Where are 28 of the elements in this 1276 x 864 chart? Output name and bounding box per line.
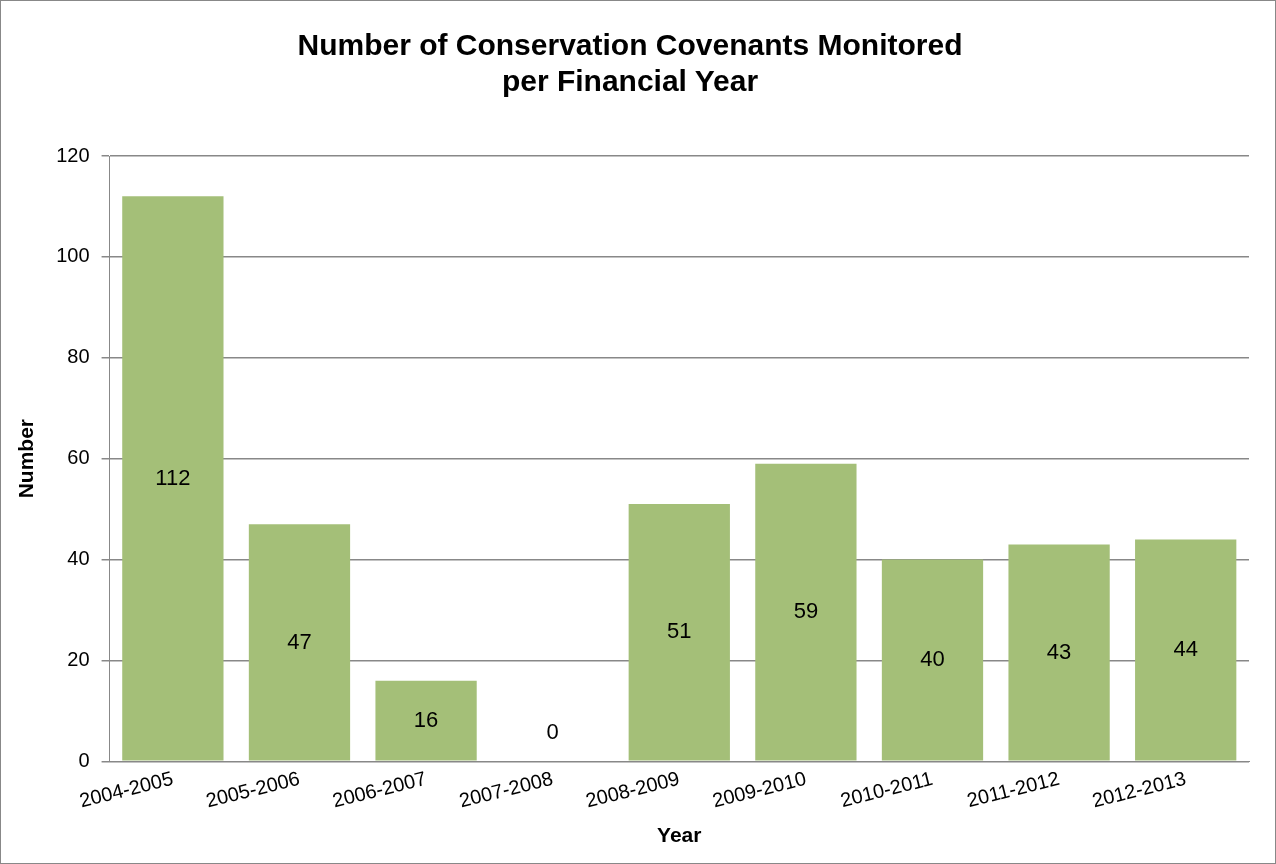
- data-label: 47: [287, 628, 312, 654]
- x-axis-title: Year: [657, 823, 702, 847]
- y-tick-label: 0: [78, 748, 90, 771]
- text: per Financial Year: [501, 64, 759, 98]
- y-tick-label: 20: [67, 647, 90, 670]
- bar: [755, 463, 857, 761]
- bar: [122, 196, 224, 761]
- y-tick-label: 100: [56, 244, 90, 267]
- y-tick-label: 80: [67, 345, 90, 368]
- data-label: 51: [667, 618, 692, 644]
- data-label: 40: [920, 646, 945, 672]
- bar: [1008, 544, 1110, 761]
- data-label: 59: [793, 598, 819, 624]
- bar: [881, 559, 984, 761]
- data-label: 16: [413, 706, 439, 732]
- data-label: 43: [1046, 638, 1072, 664]
- data-label: 112: [155, 464, 191, 490]
- text: Number of Conservation Covenants Monitored: [297, 28, 963, 62]
- bar: [1135, 539, 1237, 761]
- y-axis-title: Number: [14, 419, 38, 499]
- bar: [375, 680, 477, 761]
- y-tick-label: 60: [67, 446, 90, 469]
- data-label: 44: [1173, 636, 1198, 662]
- data-label: 0: [546, 719, 559, 745]
- bar: [248, 524, 351, 761]
- bar: [628, 504, 730, 761]
- y-tick-label: 120: [56, 143, 90, 166]
- y-tick-label: 40: [67, 547, 90, 570]
